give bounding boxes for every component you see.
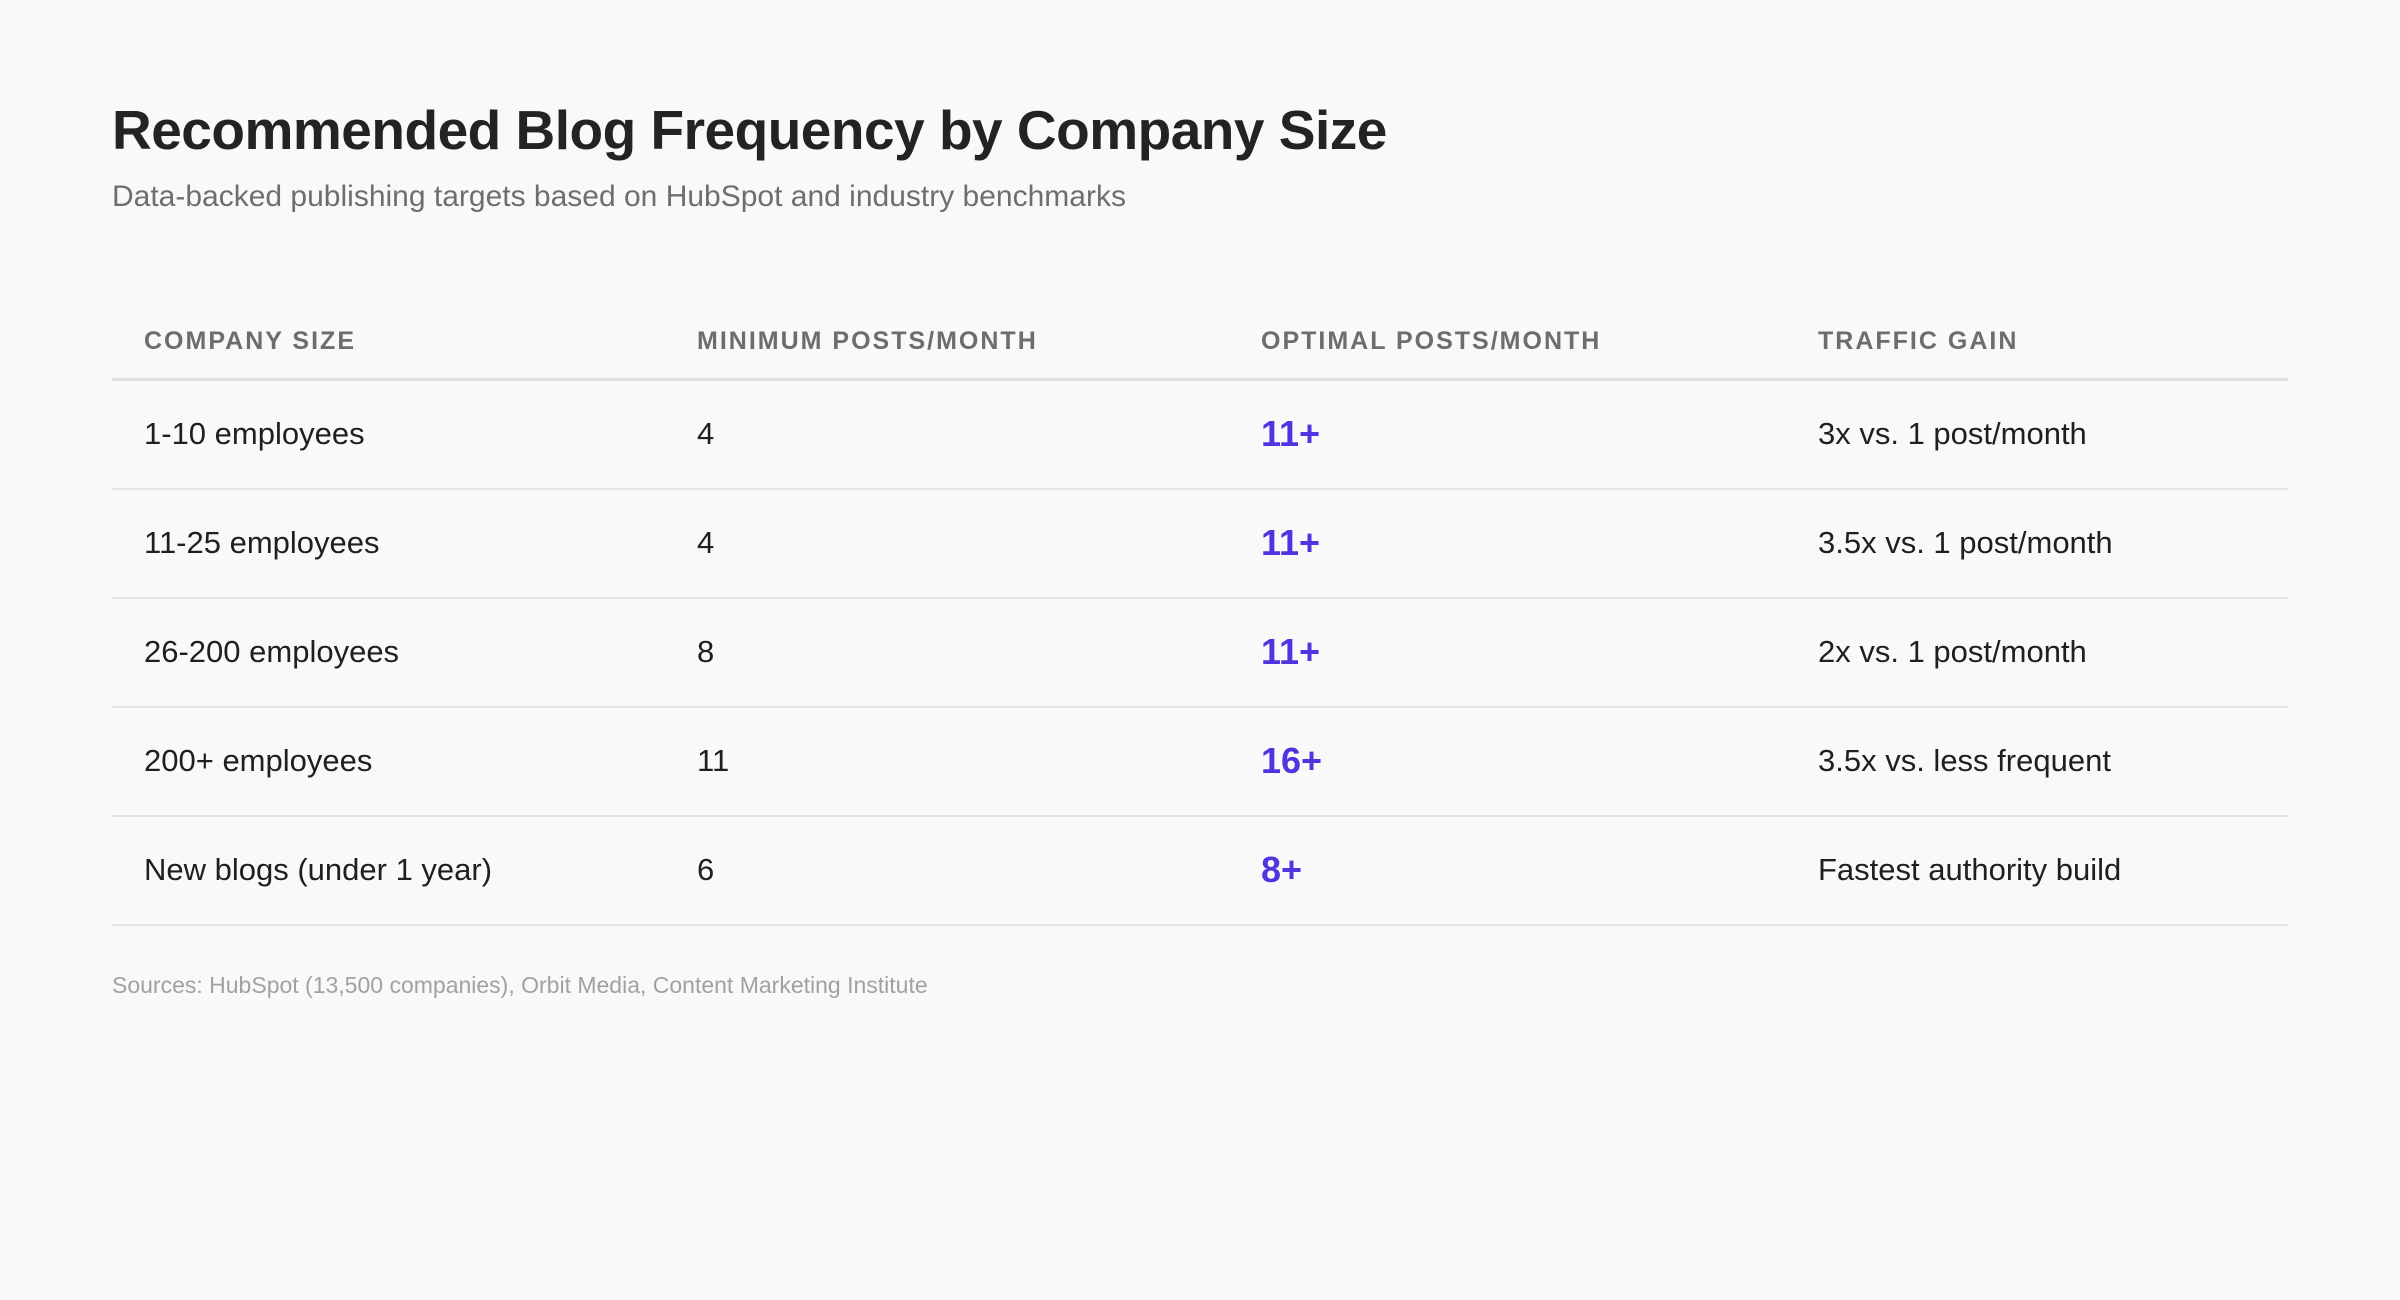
cell-company-size: 26-200 employees bbox=[112, 597, 665, 708]
table-header-row: Company Size Minimum Posts/Month Optimal… bbox=[112, 296, 2288, 381]
cell-optimal-posts: 11+ bbox=[1229, 488, 1786, 599]
page-subtitle: Data-backed publishing targets based on … bbox=[112, 179, 1126, 213]
cell-minimum-posts: 4 bbox=[665, 488, 1229, 599]
frequency-table: Company Size Minimum Posts/Month Optimal… bbox=[112, 296, 2288, 926]
table-row: New blogs (under 1 year) 6 8+ Fastest au… bbox=[112, 815, 2288, 926]
table-row: 200+ employees 11 16+ 3.5x vs. less freq… bbox=[112, 706, 2288, 817]
cell-minimum-posts: 11 bbox=[665, 706, 1229, 817]
table-row: 26-200 employees 8 11+ 2x vs. 1 post/mon… bbox=[112, 597, 2288, 708]
cell-traffic-gain: 3x vs. 1 post/month bbox=[1786, 379, 2288, 490]
cell-traffic-gain: Fastest authority build bbox=[1786, 815, 2288, 926]
cell-optimal-posts: 11+ bbox=[1229, 379, 1786, 490]
column-header-company-size: Company Size bbox=[112, 296, 665, 381]
sources-note: Sources: HubSpot (13,500 companies), Orb… bbox=[112, 971, 928, 998]
page: Recommended Blog Frequency by Company Si… bbox=[112, 100, 2288, 999]
column-header-optimal-posts: Optimal Posts/Month bbox=[1229, 296, 1786, 381]
table-row: 1-10 employees 4 11+ 3x vs. 1 post/month bbox=[112, 379, 2288, 490]
cell-traffic-gain: 3.5x vs. 1 post/month bbox=[1786, 488, 2288, 599]
cell-company-size: 11-25 employees bbox=[112, 488, 665, 599]
cell-company-size: 200+ employees bbox=[112, 706, 665, 817]
cell-minimum-posts: 6 bbox=[665, 815, 1229, 926]
column-header-minimum-posts: Minimum Posts/Month bbox=[665, 296, 1229, 381]
page-title: Recommended Blog Frequency by Company Si… bbox=[112, 99, 1387, 161]
cell-optimal-posts: 11+ bbox=[1229, 597, 1786, 708]
cell-traffic-gain: 2x vs. 1 post/month bbox=[1786, 597, 2288, 708]
cell-company-size: New blogs (under 1 year) bbox=[112, 815, 665, 926]
cell-optimal-posts: 16+ bbox=[1229, 706, 1786, 817]
cell-company-size: 1-10 employees bbox=[112, 379, 665, 490]
table-row: 11-25 employees 4 11+ 3.5x vs. 1 post/mo… bbox=[112, 488, 2288, 599]
cell-traffic-gain: 3.5x vs. less frequent bbox=[1786, 706, 2288, 817]
cell-minimum-posts: 8 bbox=[665, 597, 1229, 708]
cell-minimum-posts: 4 bbox=[665, 379, 1229, 490]
cell-optimal-posts: 8+ bbox=[1229, 815, 1786, 926]
column-header-traffic-gain: Traffic Gain bbox=[1786, 296, 2288, 381]
